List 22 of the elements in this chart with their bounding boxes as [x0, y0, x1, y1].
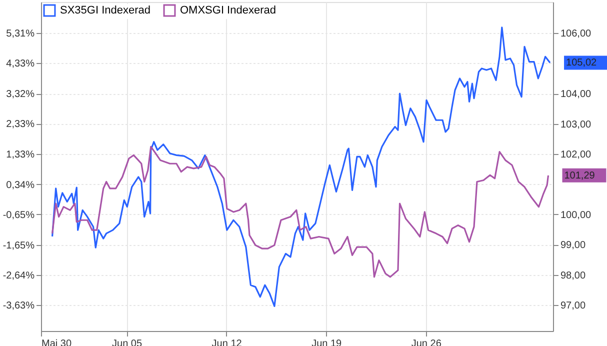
y2-tick-label: 102,00 [560, 149, 592, 160]
y2-tick-label: 103,00 [560, 119, 592, 130]
y2-tick-label: 106,00 [560, 28, 592, 40]
y-tick-label: 3,32% [6, 89, 35, 100]
y-tick-label: 2,33% [6, 119, 35, 130]
text: 101,29 [564, 170, 596, 182]
y-tick-label: -3,63% [2, 300, 35, 312]
legend-label: OMXSGI Indexerad [180, 4, 276, 17]
y-tick-label: 4,33% [6, 58, 35, 70]
y-tick-label: 5,31% [6, 28, 35, 40]
y2-tick-label: 100,00 [560, 210, 592, 221]
y2-tick-label: 98,00 [560, 270, 586, 282]
text: 105,02 [566, 58, 598, 69]
y-tick-label: -0,65% [2, 210, 35, 221]
y-tick-label: 0,34% [6, 180, 35, 191]
y-tick-label: -1,65% [2, 240, 35, 252]
y-tick-label: -2,64% [2, 270, 35, 282]
y-tick-label: 1,33% [6, 150, 35, 161]
legend-label: SX35GI Indexerad [60, 4, 151, 17]
y2-tick-label: 99,00 [560, 240, 586, 252]
y2-tick-label: 97,00 [560, 300, 586, 312]
y2-tick-label: 104,00 [560, 89, 592, 100]
